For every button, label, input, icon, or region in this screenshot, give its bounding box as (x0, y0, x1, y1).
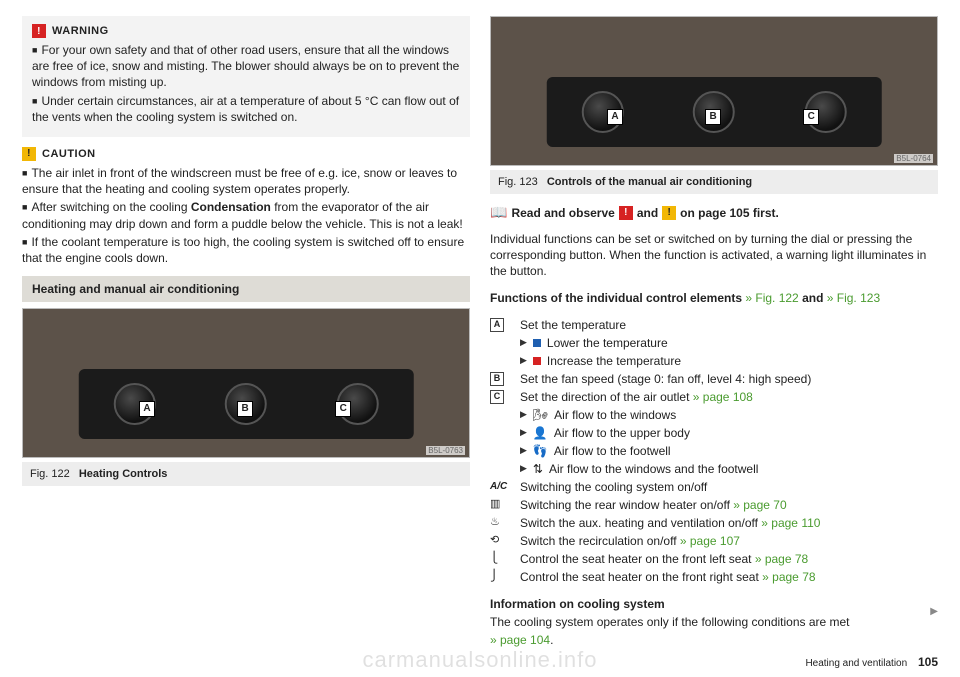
row-recirc: ⟲ Switch the recirculation on/off » page… (490, 532, 938, 550)
warning-icon: ! (32, 24, 46, 38)
section-heading: Heating and manual air conditioning (22, 276, 470, 302)
rear-defrost-icon: ▥ (490, 496, 512, 513)
page-footer: Heating and ventilation 105 (805, 655, 938, 669)
caution-p2: ■After switching on the cooling Condensa… (22, 199, 470, 231)
warning-p1: ■For your own safety and that of other r… (32, 42, 460, 91)
seat-left-icon: ⎩ (490, 550, 512, 567)
caution-block: ! CAUTION ■The air inlet in front of the… (22, 147, 470, 266)
warning-title: WARNING (52, 25, 109, 37)
row-rear: ▥ Switching the rear window heater on/of… (490, 496, 938, 514)
caution-title: CAUTION (42, 148, 96, 160)
recirc-icon: ⟲ (490, 532, 512, 549)
warning-p2: ■Under certain circumstances, air at a t… (32, 93, 460, 125)
fig123-caption: Fig. 123 Controls of the manual air cond… (490, 170, 938, 194)
caution-p3: ■If the coolant temperature is too high,… (22, 234, 470, 266)
label-c2: C (803, 109, 819, 125)
combined-icon: ⇅ (533, 460, 543, 478)
func-title: Functions of the individual control elem… (490, 290, 938, 306)
figure-122: A B C B5L-0763 (22, 308, 470, 458)
page-layout: ! WARNING ■For your own safety and that … (0, 0, 960, 650)
row-c-foot: ▶👣Air flow to the footwell (490, 442, 938, 460)
footer-section: Heating and ventilation (805, 658, 907, 669)
row-c-both: ▶⇅Air flow to the windows and the footwe… (490, 460, 938, 478)
warning-heading: ! WARNING (32, 24, 460, 38)
seat-right-icon: ⎭ (490, 568, 512, 585)
label-c: C (335, 401, 351, 417)
aux-heat-icon: ♨ (490, 514, 512, 531)
ac-icon: A/C (490, 481, 507, 492)
red-square-icon (533, 357, 541, 365)
row-a-lower: ▶Lower the temperature (490, 334, 938, 352)
watermark: carmanualsonline.info (362, 647, 597, 673)
left-column: ! WARNING ■For your own safety and that … (22, 16, 470, 650)
row-ac: A/C Switching the cooling system on/off (490, 478, 938, 496)
book-icon: 📖 (490, 204, 507, 221)
label-b-icon: B (490, 372, 504, 386)
warn-ref-icon: ! (619, 206, 633, 220)
label-b2: B (705, 109, 721, 125)
right-column: A B C B5L-0764 Fig. 123 Controls of the … (490, 16, 938, 650)
caution-heading: ! CAUTION (22, 147, 470, 161)
caution-p1: ■The air inlet in front of the windscree… (22, 165, 470, 197)
label-a: A (139, 401, 155, 417)
row-a: A Set the temperature (490, 316, 938, 334)
figure-123: A B C B5L-0764 (490, 16, 938, 166)
label-a-icon: A (490, 318, 504, 332)
blue-square-icon (533, 339, 541, 347)
row-c: C Set the direction of the air outlet » … (490, 388, 938, 406)
defrost-icon: 🌬 (533, 406, 548, 424)
intro-text: Individual functions can be set or switc… (490, 231, 938, 280)
read-observe-line: 📖 Read and observe ! and ! on page 105 f… (490, 204, 938, 221)
info-link: » page 104. (490, 632, 938, 648)
footer-page: 105 (918, 655, 938, 669)
function-list: A Set the temperature ▶Lower the tempera… (490, 316, 938, 586)
info-title: Information on cooling system (490, 596, 938, 612)
label-a2: A (607, 109, 623, 125)
continue-arrow-icon: ▶ (930, 606, 938, 617)
row-b: B Set the fan speed (stage 0: fan off, l… (490, 370, 938, 388)
row-c-upper: ▶👤Air flow to the upper body (490, 424, 938, 442)
row-aux: ♨ Switch the aux. heating and ventilatio… (490, 514, 938, 532)
row-seat-right: ⎭ Control the seat heater on the front r… (490, 568, 938, 586)
caution-ref-icon: ! (662, 206, 676, 220)
row-seat-left: ⎩ Control the seat heater on the front l… (490, 550, 938, 568)
fig122-caption: Fig. 122 Heating Controls (22, 462, 470, 486)
caution-icon: ! (22, 147, 36, 161)
label-c-icon: C (490, 390, 504, 404)
upper-body-icon: 👤 (533, 424, 548, 442)
info-text: The cooling system operates only if the … (490, 614, 938, 630)
fig123-code: B5L-0764 (894, 154, 933, 163)
row-c-windows: ▶🌬Air flow to the windows (490, 406, 938, 424)
label-b: B (237, 401, 253, 417)
fig122-code: B5L-0763 (426, 446, 465, 455)
warning-box: ! WARNING ■For your own safety and that … (22, 16, 470, 137)
footwell-icon: 👣 (533, 442, 548, 460)
row-a-raise: ▶Increase the temperature (490, 352, 938, 370)
